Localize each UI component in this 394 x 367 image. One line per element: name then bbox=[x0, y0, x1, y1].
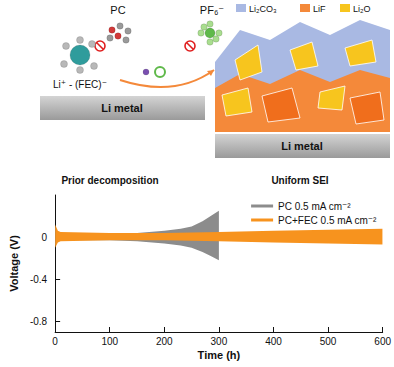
svg-text:PC 0.5 mA cm⁻²: PC 0.5 mA cm⁻² bbox=[278, 201, 351, 212]
svg-text:PC: PC bbox=[110, 4, 125, 16]
svg-text:-0.4: -0.4 bbox=[30, 274, 48, 285]
svg-text:200: 200 bbox=[156, 336, 173, 347]
svg-text:-0.8: -0.8 bbox=[30, 316, 48, 327]
svg-text:Time (h): Time (h) bbox=[198, 349, 241, 361]
svg-text:PC+FEC 0.5 mA cm⁻²: PC+FEC 0.5 mA cm⁻² bbox=[278, 215, 377, 226]
svg-text:400: 400 bbox=[265, 336, 282, 347]
svg-text:LiF: LiF bbox=[313, 4, 326, 14]
svg-text:Prior decomposition: Prior decomposition bbox=[61, 175, 158, 186]
svg-text:Li metal: Li metal bbox=[101, 102, 143, 114]
svg-text:Uniform SEI: Uniform SEI bbox=[271, 175, 328, 186]
svg-text:Li⁺ - (FEC)⁻: Li⁺ - (FEC)⁻ bbox=[53, 79, 107, 90]
svg-text:Li₂O: Li₂O bbox=[353, 4, 371, 14]
svg-text:0: 0 bbox=[42, 232, 48, 243]
svg-text:0: 0 bbox=[52, 336, 58, 347]
svg-text:500: 500 bbox=[320, 336, 337, 347]
svg-text:Voltage (V): Voltage (V) bbox=[8, 235, 20, 292]
svg-text:100: 100 bbox=[101, 336, 118, 347]
svg-text:Li metal: Li metal bbox=[281, 140, 323, 152]
svg-text:300: 300 bbox=[211, 336, 228, 347]
svg-text:600: 600 bbox=[374, 336, 391, 347]
svg-text:PF₆⁻: PF₆⁻ bbox=[200, 4, 224, 16]
svg-text:Li₂CO₃: Li₂CO₃ bbox=[249, 4, 277, 14]
